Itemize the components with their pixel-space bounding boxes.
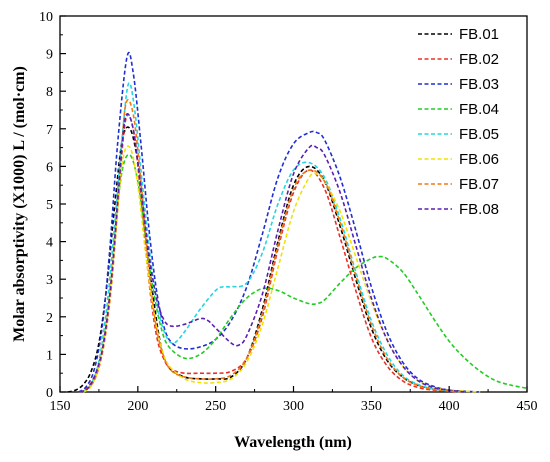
series-line-fb07 bbox=[79, 99, 465, 393]
x-tick-label: 300 bbox=[283, 399, 304, 414]
plot-area: 150 200 250 300 350 400 450 0 1 2 3 4 5 6 7 8 9 10 bbox=[39, 10, 538, 414]
legend-label: FB.01 bbox=[459, 26, 499, 43]
y-tick-label: 2 bbox=[46, 311, 53, 326]
legend-label: FB.03 bbox=[459, 76, 499, 93]
x-tick-label: 400 bbox=[439, 399, 460, 414]
legend-label: FB.06 bbox=[459, 151, 499, 168]
x-tick-label: 200 bbox=[127, 399, 148, 414]
series-line-fb04 bbox=[82, 153, 528, 393]
legend-label: FB.07 bbox=[459, 176, 499, 193]
x-tick-label: 250 bbox=[205, 399, 226, 414]
x-axis: 150 200 250 300 350 400 450 bbox=[50, 386, 538, 414]
legend-label: FB.05 bbox=[459, 126, 499, 143]
series-line-fb01 bbox=[67, 126, 481, 393]
y-tick-label: 1 bbox=[46, 348, 53, 363]
plot-frame bbox=[59, 15, 528, 393]
x-tick-label: 150 bbox=[50, 399, 71, 414]
y-tick-label: 3 bbox=[46, 273, 53, 288]
y-tick-label: 8 bbox=[46, 85, 53, 100]
y-tick-label: 7 bbox=[46, 123, 53, 138]
y-tick-label: 0 bbox=[46, 386, 53, 401]
legend-label: FB.04 bbox=[459, 101, 499, 118]
x-tick-label: 350 bbox=[361, 399, 382, 414]
x-axis-title: Wavelength (nm) bbox=[234, 434, 352, 451]
series-line-fb08 bbox=[79, 113, 465, 393]
x-tick-label: 450 bbox=[517, 399, 538, 414]
series-line-fb05 bbox=[82, 82, 465, 393]
y-axis-title: Molar absorptivity (X1000) L / (mol·cm) bbox=[11, 66, 28, 342]
y-tick-label: 10 bbox=[39, 10, 53, 25]
y-tick-label: 4 bbox=[46, 236, 53, 251]
y-tick-label: 9 bbox=[46, 48, 53, 63]
y-tick-label: 6 bbox=[46, 160, 53, 175]
legend: FB.01 FB.02 FB.03 FB.04 FB.05 FB.06 FB.07 FB.08 bbox=[418, 26, 499, 218]
series-layer bbox=[67, 51, 528, 393]
y-axis: 0 1 2 3 4 5 6 7 8 9 10 bbox=[39, 10, 66, 401]
legend-label: FB.08 bbox=[459, 201, 499, 218]
y-tick-label: 5 bbox=[46, 198, 53, 213]
legend-label: FB.02 bbox=[459, 51, 499, 68]
